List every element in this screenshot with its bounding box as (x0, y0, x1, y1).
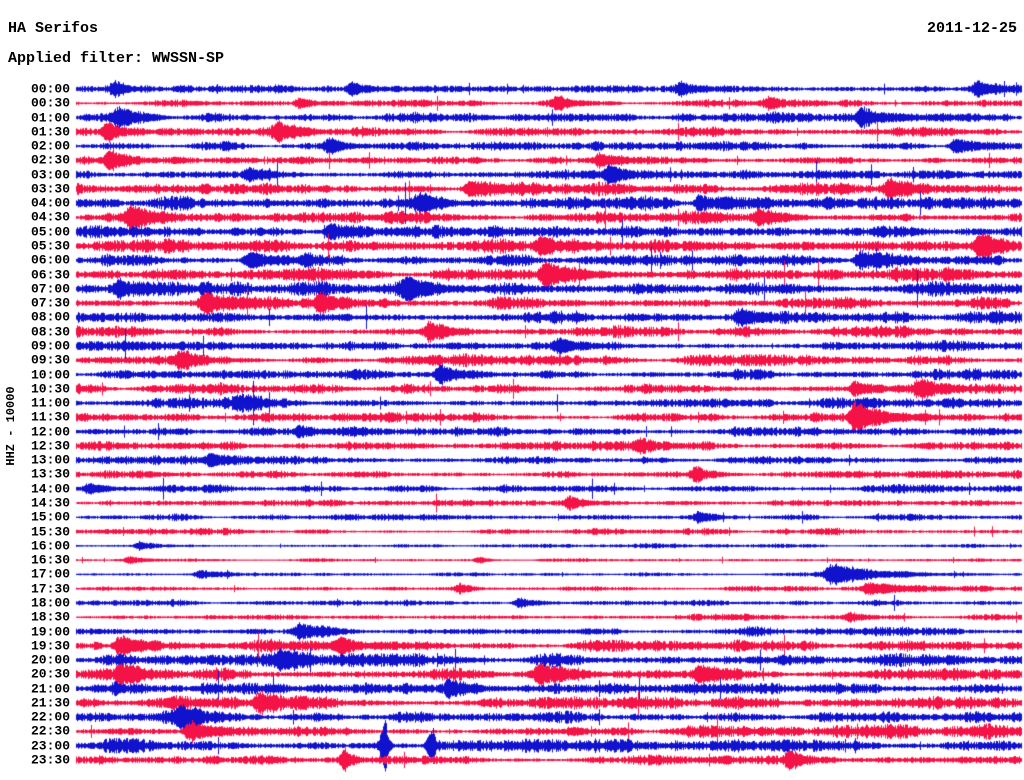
record-date: 2011-12-25 (926, 20, 1017, 37)
time-label: 05:30 (30, 238, 70, 254)
time-label: 07:30 (30, 295, 70, 311)
time-label: 19:00 (30, 624, 70, 639)
time-label: 22:30 (30, 723, 70, 739)
time-label: 09:00 (30, 338, 70, 354)
time-label: 08:30 (30, 324, 70, 340)
time-label: 17:00 (30, 566, 70, 582)
time-label: 21:00 (30, 681, 70, 697)
time-label: 02:30 (30, 152, 70, 168)
time-label: 03:30 (30, 181, 70, 197)
time-label: 18:30 (30, 609, 70, 625)
time-label: 04:30 (30, 209, 70, 225)
time-label: 17:30 (30, 581, 70, 597)
time-label: 14:00 (30, 481, 70, 497)
time-label: 01:30 (30, 124, 70, 140)
time-label: 12:00 (30, 424, 70, 440)
time-label: 04:00 (30, 195, 70, 211)
time-label: 14:30 (30, 495, 70, 511)
time-label: 16:00 (30, 538, 70, 554)
station-title: HA Serifos (8, 20, 99, 37)
time-label: 19:30 (30, 638, 70, 654)
time-label: 23:00 (30, 738, 70, 754)
time-label: 00:00 (30, 81, 70, 97)
time-label: 15:00 (30, 509, 70, 525)
time-label: 11:30 (30, 409, 70, 425)
time-label: 01:00 (30, 110, 70, 126)
time-label: 10:30 (30, 381, 70, 397)
applied-filter-label: Applied filter: WWSSN-SP (8, 50, 225, 67)
time-label: 08:00 (30, 309, 70, 325)
time-label: 10:00 (30, 367, 70, 383)
time-label: 15:30 (30, 524, 70, 540)
time-label: 16:30 (30, 552, 70, 568)
time-label: 09:30 (30, 352, 70, 368)
time-label: 06:30 (30, 267, 70, 283)
time-label: 11:00 (30, 395, 70, 411)
time-label: 21:30 (30, 695, 70, 711)
time-label: 06:00 (30, 252, 70, 268)
time-label: 13:30 (30, 466, 70, 482)
time-label: 20:00 (30, 652, 70, 668)
time-label: 23:30 (30, 752, 70, 768)
time-label: 05:00 (30, 224, 70, 240)
time-label: 18:00 (30, 595, 70, 611)
time-label: 03:00 (30, 167, 70, 183)
time-label: 20:30 (30, 666, 70, 682)
time-label: 22:00 (30, 709, 70, 725)
time-label: 07:00 (30, 281, 70, 297)
time-label: 02:00 (30, 138, 70, 154)
time-label: 00:30 (30, 95, 70, 111)
time-label: 13:00 (30, 452, 70, 468)
time-label: 12:30 (30, 438, 70, 454)
